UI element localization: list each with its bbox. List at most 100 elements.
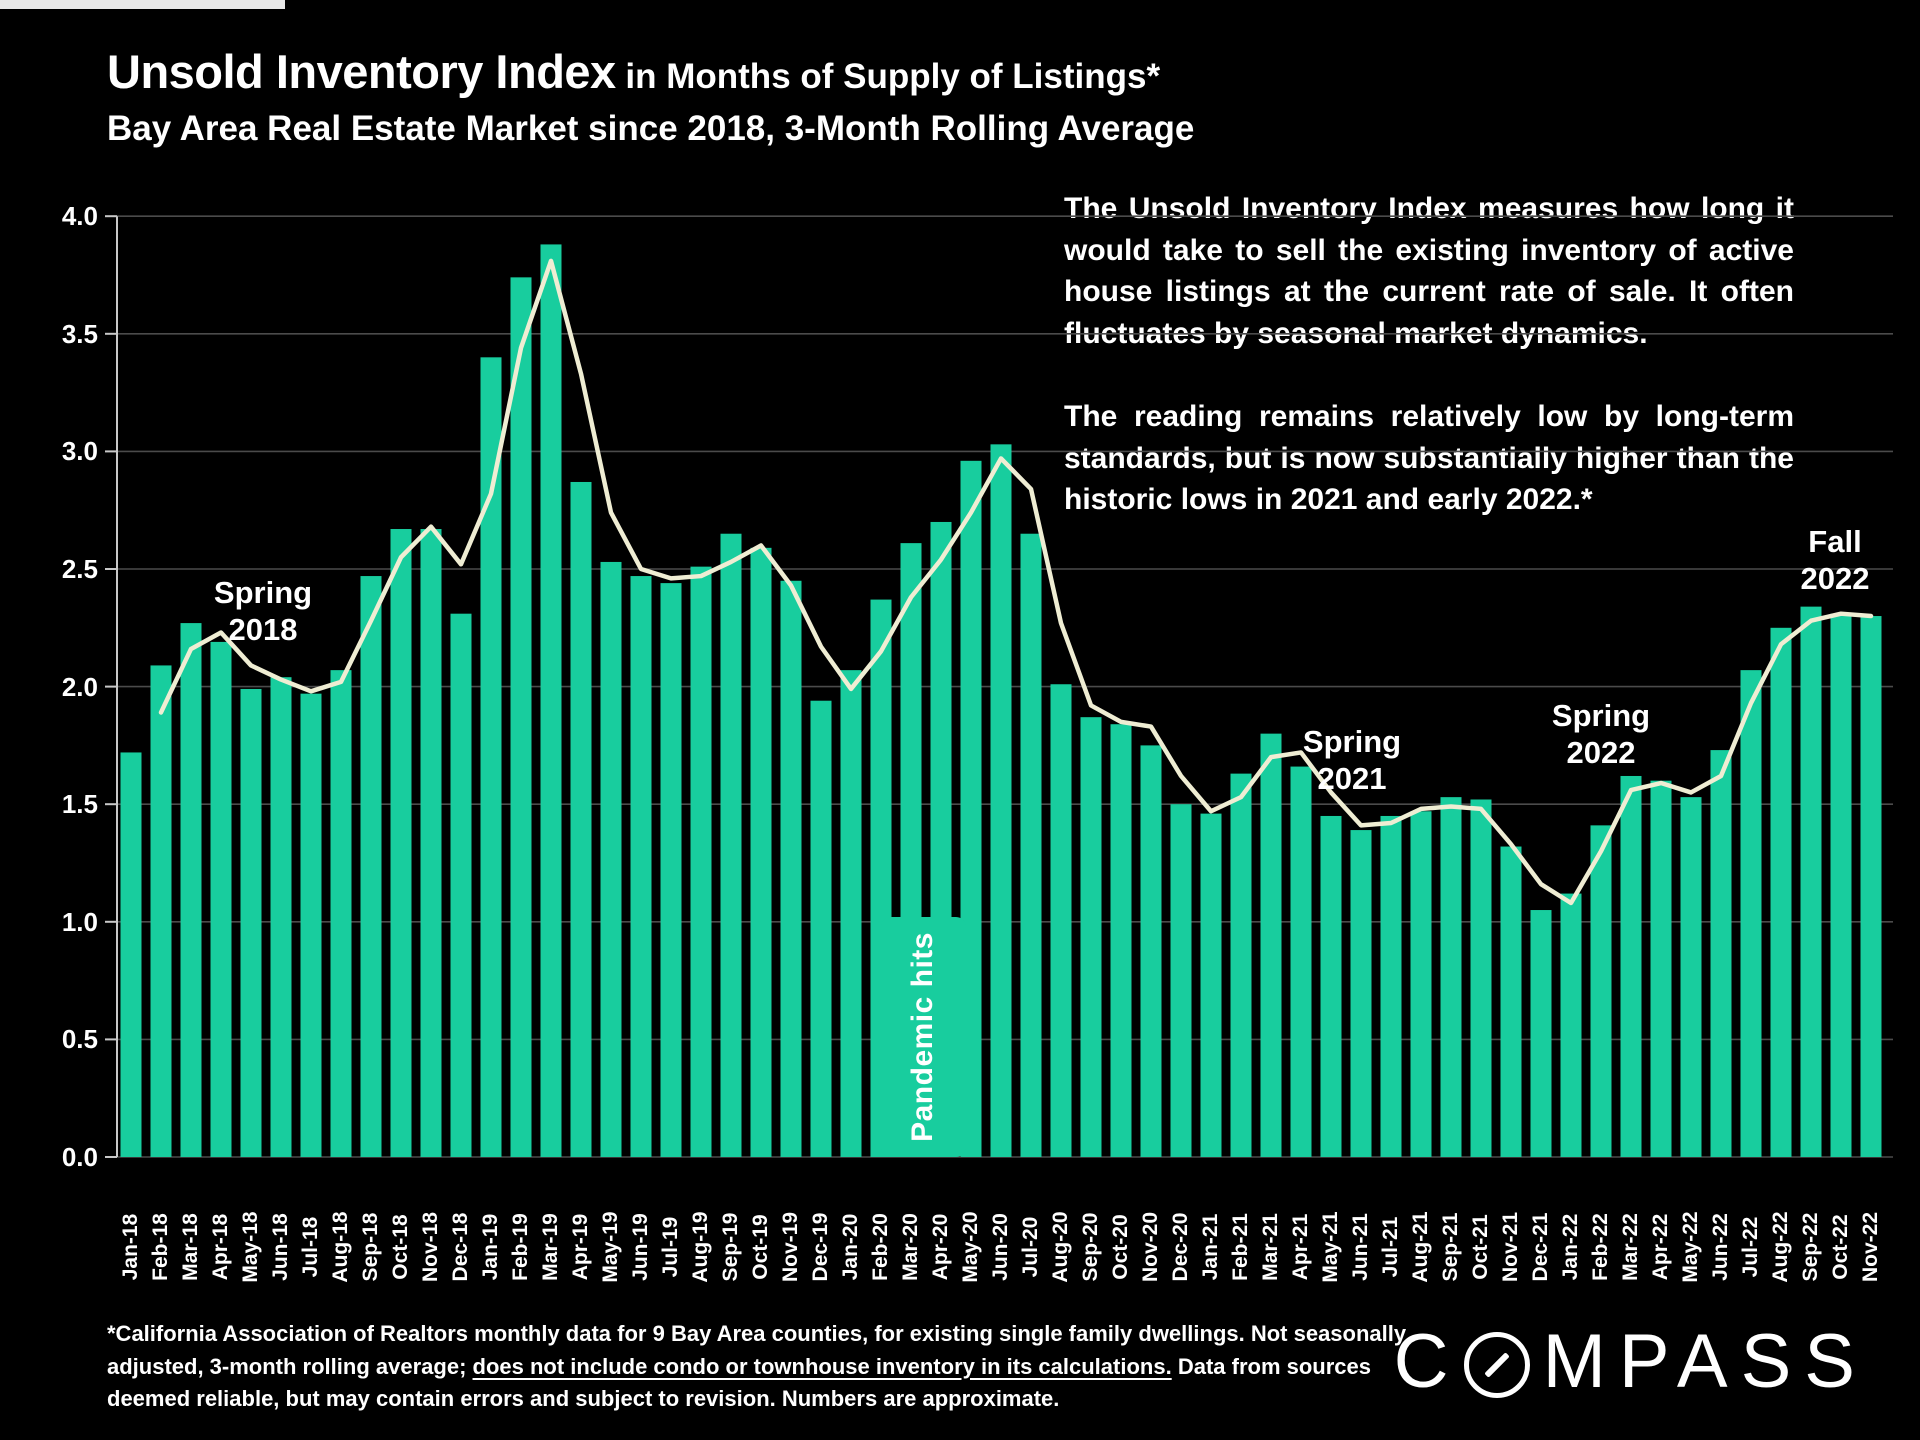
bar <box>720 533 742 1157</box>
x-axis-label: Apr-21 <box>1289 1213 1312 1281</box>
bar <box>630 576 652 1157</box>
x-axis-label: May-20 <box>959 1211 982 1283</box>
bar <box>1110 724 1132 1157</box>
description-paragraph-1: The Unsold Inventory Index measures how … <box>1064 192 1794 350</box>
x-axis-label: Apr-20 <box>929 1213 952 1281</box>
y-axis-label: 0.5 <box>61 1024 98 1055</box>
x-axis-label: Sep-20 <box>1079 1212 1102 1282</box>
bar <box>750 547 772 1157</box>
x-axis-label: Feb-20 <box>869 1213 892 1281</box>
bar <box>1290 766 1312 1157</box>
x-axis-label: Jun-18 <box>269 1213 292 1281</box>
compass-logo: C MPASS <box>1394 1324 1868 1400</box>
x-axis-label: Jan-18 <box>119 1213 142 1281</box>
bar <box>1860 616 1882 1157</box>
bar <box>330 670 352 1157</box>
page-title: Unsold Inventory Index in Months of Supp… <box>107 44 1194 99</box>
bar <box>480 357 502 1157</box>
trend-line <box>158 258 1874 906</box>
x-axis-label: Sep-21 <box>1439 1212 1462 1282</box>
bar <box>420 529 442 1157</box>
x-axis-label: Jun-20 <box>989 1213 1012 1281</box>
x-axis-label: Mar-18 <box>179 1213 202 1281</box>
x-axis-label: Jul-20 <box>1019 1216 1042 1278</box>
x-axis-label: Jul-19 <box>659 1216 682 1278</box>
x-axis-label: May-22 <box>1679 1211 1702 1283</box>
x-axis-label: Oct-20 <box>1109 1214 1132 1280</box>
page-title-main: Unsold Inventory Index <box>107 45 616 98</box>
bar <box>1200 813 1222 1157</box>
bar <box>1560 893 1582 1157</box>
bar <box>1140 745 1162 1157</box>
x-axis-label: Apr-19 <box>569 1213 592 1281</box>
x-axis-label: Aug-18 <box>329 1211 352 1283</box>
page-title-suffix: in Months of Supply of Listings* <box>615 57 1161 96</box>
x-axis-label: Oct-22 <box>1829 1214 1852 1280</box>
x-axis-label: Mar-21 <box>1259 1213 1282 1281</box>
x-axis-label: Jan-22 <box>1559 1213 1582 1281</box>
x-axis-label: Mar-19 <box>539 1213 562 1281</box>
compass-logo-c: C <box>1393 1319 1462 1404</box>
x-axis-label: Mar-20 <box>899 1213 922 1281</box>
bar <box>1080 717 1102 1157</box>
bar <box>1050 684 1072 1157</box>
bar <box>270 677 292 1157</box>
bar <box>1320 815 1342 1157</box>
description-block: The Unsold Inventory Index measures how … <box>1064 188 1794 563</box>
x-axis-label: Mar-22 <box>1619 1213 1642 1281</box>
x-axis-label: Sep-22 <box>1799 1212 1822 1282</box>
bar <box>660 583 682 1157</box>
x-axis-label: Aug-20 <box>1049 1211 1072 1283</box>
y-axis-label: 3.5 <box>61 318 98 349</box>
bar <box>180 623 202 1157</box>
bar <box>1530 910 1552 1157</box>
x-axis-label: Nov-18 <box>419 1211 442 1283</box>
bar <box>570 481 592 1157</box>
x-axis-label: Feb-19 <box>509 1213 532 1281</box>
title-block: Unsold Inventory Index in Months of Supp… <box>107 44 1194 149</box>
x-axis-label: May-19 <box>599 1211 622 1283</box>
footnote-pre: *California Association of Realtors mont… <box>107 1321 1407 1379</box>
unsold-inventory-chart <box>105 215 1893 1158</box>
bar <box>360 576 382 1157</box>
x-axis-label: Jun-19 <box>629 1213 652 1281</box>
x-axis-label: Jan-21 <box>1199 1213 1222 1281</box>
bar <box>1800 606 1822 1157</box>
compass-needle-icon <box>1463 1332 1530 1398</box>
bar <box>1770 627 1792 1157</box>
annotation-spring-2022: Spring 2022 <box>1551 697 1651 770</box>
bar <box>1350 830 1372 1157</box>
x-axis-label: Jul-18 <box>299 1216 322 1278</box>
x-axis-label: May-21 <box>1319 1211 1342 1283</box>
x-axis-label: Nov-19 <box>779 1211 802 1283</box>
y-axis-label: 1.5 <box>61 789 98 820</box>
bar <box>1620 775 1642 1157</box>
x-axis-label: Aug-21 <box>1409 1211 1432 1283</box>
bar <box>1830 613 1852 1157</box>
y-axis-label: 3.0 <box>61 436 98 467</box>
bar <box>840 670 862 1157</box>
x-axis-label: Oct-19 <box>749 1214 772 1280</box>
x-axis-label: Dec-21 <box>1529 1212 1552 1282</box>
x-axis-label: Dec-18 <box>449 1212 472 1282</box>
bar <box>1590 825 1612 1157</box>
top-decorative-strip <box>0 0 285 9</box>
footnote-underlined: does not include condo or townhouse inve… <box>472 1353 1172 1379</box>
footnote: *California Association of Realtors mont… <box>107 1318 1407 1416</box>
x-axis-label: Jan-20 <box>839 1213 862 1281</box>
bar <box>600 561 622 1157</box>
x-axis-label: Jun-22 <box>1709 1213 1732 1281</box>
bar <box>1230 773 1252 1157</box>
bar <box>1680 797 1702 1157</box>
y-axis-label: 2.5 <box>61 554 98 584</box>
bar <box>1170 804 1192 1157</box>
x-axis-label: May-18 <box>239 1211 262 1283</box>
bar <box>1020 533 1042 1157</box>
x-axis-label: Nov-22 <box>1859 1211 1882 1283</box>
annotation-spring-2021: Spring 2021 <box>1302 723 1402 796</box>
bar <box>390 529 412 1157</box>
bar <box>300 693 322 1157</box>
bar <box>1650 780 1672 1157</box>
bar <box>240 688 262 1157</box>
